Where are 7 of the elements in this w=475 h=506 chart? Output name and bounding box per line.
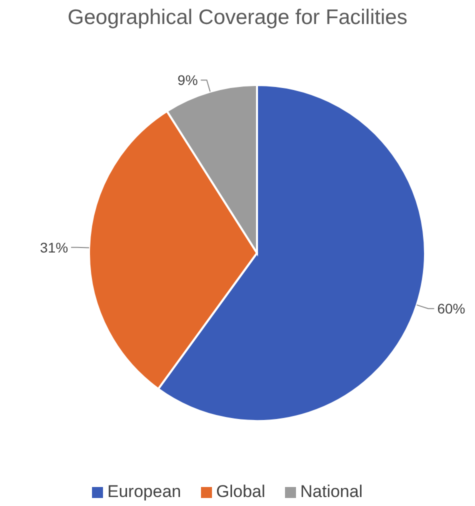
data-label: 31% bbox=[40, 239, 68, 256]
legend-label: Global bbox=[216, 482, 266, 501]
data-label: 9% bbox=[178, 72, 198, 88]
legend-label: National bbox=[300, 482, 363, 501]
chart-title: Geographical Coverage for Facilities bbox=[66, 6, 408, 30]
data-label: 60% bbox=[437, 300, 466, 317]
legend-label: European bbox=[107, 482, 182, 501]
